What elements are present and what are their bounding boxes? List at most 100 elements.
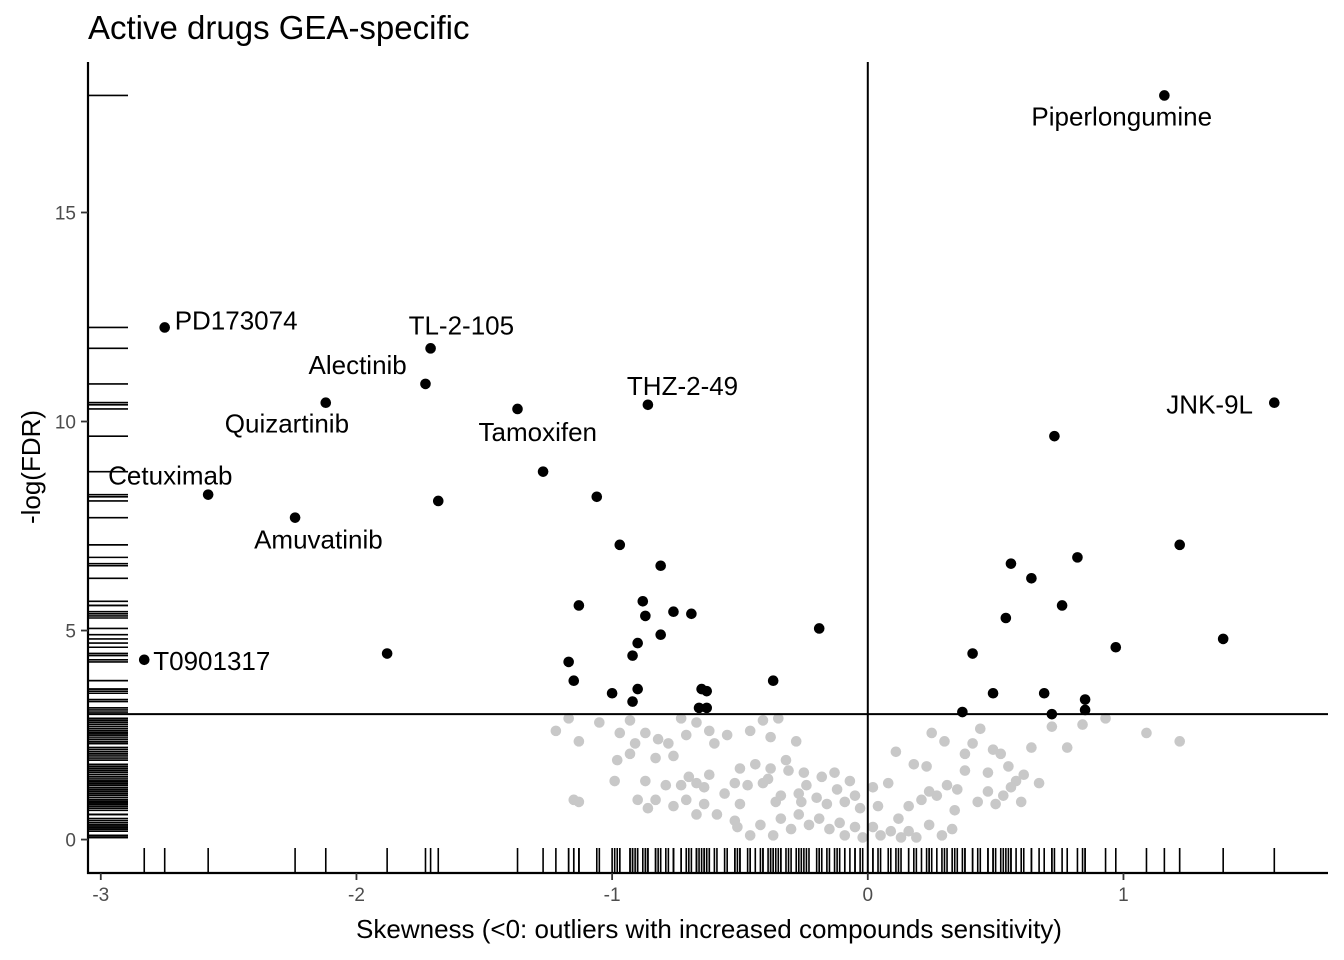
significant-point [512,403,523,415]
significant-point [381,648,393,659]
non-significant-point [926,727,938,739]
significant-point [767,675,779,687]
non-significant-point [680,729,692,741]
significant-point [537,466,549,477]
y-tick-label: 15 [55,203,76,224]
point-label: THZ-2-49 [627,371,738,401]
non-significant-point [709,738,720,749]
non-significant-point [650,794,661,806]
y-tick-label: 5 [65,622,76,643]
non-significant-point [734,798,746,810]
significant-point [987,687,999,699]
significant-point [686,608,697,620]
non-significant-point [729,777,741,789]
non-significant-point [916,794,927,806]
non-significant-point [903,800,915,812]
non-significant-point [624,748,636,760]
non-significant-point [742,779,753,791]
significant-point [432,495,444,507]
non-significant-point [796,796,807,808]
non-significant-point [939,736,950,747]
non-significant-point [798,767,810,778]
non-significant-point [703,769,715,781]
point-label: Amuvatinib [254,525,383,555]
non-significant-point [703,725,715,737]
non-significant-point [803,819,815,831]
non-significant-point [614,727,626,739]
significant-point [632,637,643,649]
significant-point [1049,430,1060,442]
significant-point [420,378,431,390]
non-significant-point [783,765,794,776]
non-significant-point [698,782,710,793]
non-significant-point [844,775,856,787]
non-significant-point [790,736,802,747]
non-significant-point [995,748,1007,760]
significant-point [202,489,214,500]
non-significant-point [1026,742,1037,753]
non-significant-point [624,715,636,726]
y-rug [88,94,128,839]
non-significant-point [773,713,784,724]
non-significant-point [594,717,605,728]
significant-point [1005,558,1017,569]
significant-point [1079,694,1091,705]
non-significant-point [629,738,641,749]
non-significant-point [1174,736,1186,747]
point-label: PD173074 [175,305,298,335]
non-significant-point [793,809,805,820]
non-significant-point [1005,782,1017,793]
point-label: Tamoxifen [479,417,597,447]
non-significant-point [982,767,994,778]
non-significant-point [990,798,1001,810]
non-significant-point [611,754,623,766]
non-significant-point [923,819,935,831]
non-significant-point [1046,721,1058,732]
non-significant-point [1033,777,1045,789]
non-significant-point [854,802,866,814]
significant-point [967,648,978,659]
significant-point [563,656,574,668]
significant-point [655,629,667,641]
non-significant-point [959,748,971,760]
non-significant-point [775,813,787,824]
non-significant-point [816,771,828,783]
y-tick-label: 10 [55,413,76,434]
non-significant-point [834,817,845,829]
point-label: Piperlongumine [1031,101,1212,131]
non-significant-point [875,830,886,841]
non-significant-point [642,802,654,814]
significant-point [1174,539,1186,551]
non-significant-point [573,736,585,747]
significant-point [568,675,580,687]
non-significant-point [857,832,868,843]
non-significant-point [663,738,674,749]
significant-point [1159,90,1170,101]
non-significant-point [1061,742,1073,753]
non-significant-point [793,788,805,799]
x-tick-label: -2 [348,885,365,906]
non-significant-point [691,809,702,820]
significant-point [668,606,679,618]
significant-point [701,685,713,697]
significant-point [606,687,618,699]
non-significant-point [1077,719,1088,730]
non-significant-point [801,779,812,791]
non-significant-point [821,798,833,810]
non-significant-point [573,796,585,808]
non-significant-point [721,729,733,741]
significant-point [693,702,705,714]
non-significant-point [640,775,651,787]
non-significant-point [668,750,679,762]
significant-point [1217,633,1229,645]
non-significant-point [660,779,672,791]
non-significant-point [893,813,904,824]
point-label: Quizartinib [225,409,349,439]
point-label: T0901317 [153,646,270,676]
non-significant-point [982,786,994,797]
significant-point [642,399,654,411]
non-significant-point [765,731,776,743]
non-significant-point [824,823,835,835]
